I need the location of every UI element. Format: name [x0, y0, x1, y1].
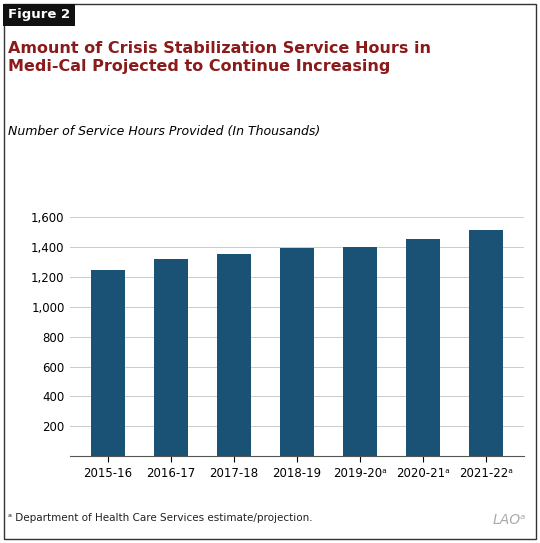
- Text: Number of Service Hours Provided (In Thousands): Number of Service Hours Provided (In Tho…: [8, 125, 320, 138]
- Bar: [91, 270, 125, 456]
- Bar: [280, 248, 314, 456]
- Bar: [154, 259, 188, 456]
- Text: Figure 2: Figure 2: [8, 8, 70, 21]
- Bar: [469, 230, 503, 456]
- Text: LAOᵃ: LAOᵃ: [493, 513, 526, 527]
- Bar: [217, 254, 251, 456]
- Text: ᵃ Department of Health Care Services estimate/projection.: ᵃ Department of Health Care Services est…: [8, 513, 313, 523]
- Bar: [406, 239, 440, 456]
- Bar: [343, 247, 377, 456]
- Text: Amount of Crisis Stabilization Service Hours in
Medi-Cal Projected to Continue I: Amount of Crisis Stabilization Service H…: [8, 41, 431, 74]
